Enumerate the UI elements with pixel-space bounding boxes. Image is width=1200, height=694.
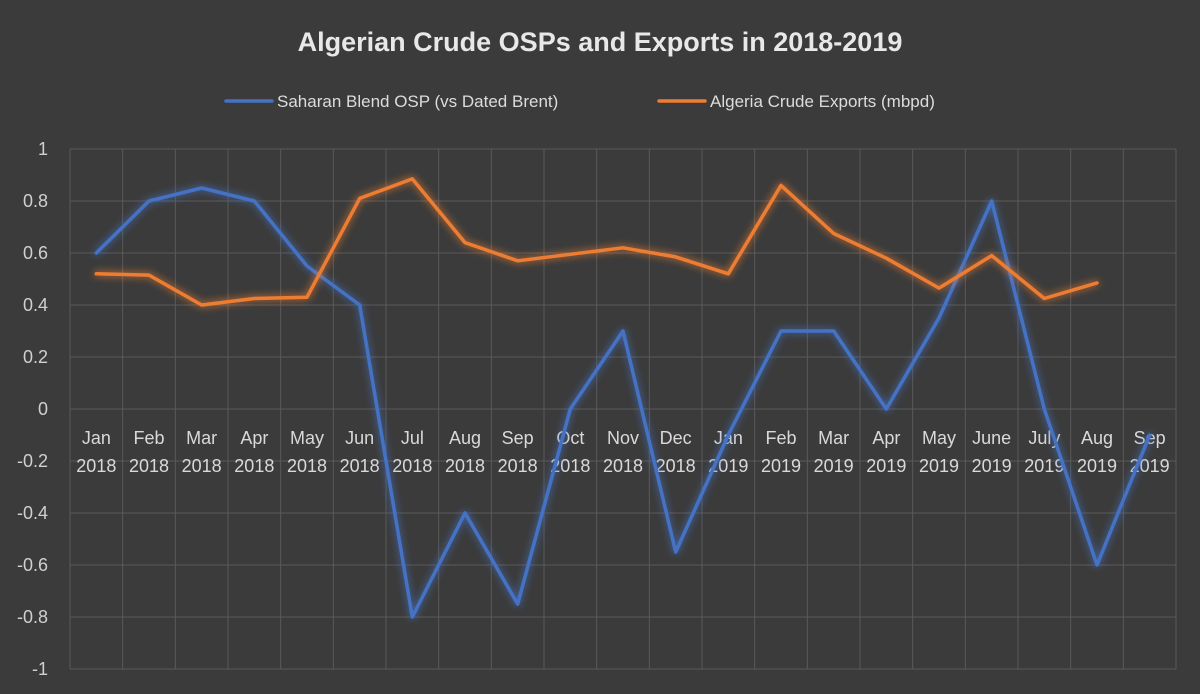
x-tick-label-year: 2018 — [340, 456, 380, 476]
x-tick-label-year: 2019 — [761, 456, 801, 476]
x-tick-label-year: 2018 — [550, 456, 590, 476]
x-tick-label-month: Feb — [133, 428, 164, 448]
x-tick-label-month: Nov — [607, 428, 639, 448]
y-tick-label: 0 — [38, 399, 48, 419]
legend: Saharan Blend OSP (vs Dated Brent) Algeri… — [224, 92, 935, 111]
x-tick-label-month: Aug — [449, 428, 481, 448]
x-tick-label-year: 2018 — [182, 456, 222, 476]
y-tick-label: 0.6 — [23, 243, 48, 263]
x-tick-label-year: 2018 — [498, 456, 538, 476]
x-tick-label-month: Feb — [765, 428, 796, 448]
x-tick-label-month: Jul — [401, 428, 424, 448]
y-tick-label: 0.4 — [23, 295, 48, 315]
x-tick-label-month: Aug — [1081, 428, 1113, 448]
x-tick-label-year: 2018 — [287, 456, 327, 476]
x-tick-label-year: 2018 — [234, 456, 274, 476]
x-tick-label-month: Jan — [82, 428, 111, 448]
x-tick-label-month: May — [922, 428, 956, 448]
chart-title: Algerian Crude OSPs and Exports in 2018-… — [298, 27, 903, 57]
y-tick-label: 0.2 — [23, 347, 48, 367]
x-tick-label-month: Mar — [186, 428, 217, 448]
x-tick-label-year: 2019 — [814, 456, 854, 476]
x-tick-label-year: 2019 — [866, 456, 906, 476]
y-tick-label: 1 — [38, 139, 48, 159]
series-layer — [94, 177, 1152, 619]
x-tick-label-month: Apr — [872, 428, 900, 448]
y-tick-label: 0.8 — [23, 191, 48, 211]
x-tick-label-year: 2019 — [972, 456, 1012, 476]
y-tick-label: -0.4 — [17, 503, 48, 523]
series-line-0 — [94, 186, 1152, 619]
x-tick-label-year: 2018 — [392, 456, 432, 476]
series-line-1 — [94, 177, 1099, 307]
y-tick-label: -0.8 — [17, 607, 48, 627]
x-tick-label-year: 2018 — [656, 456, 696, 476]
x-tick-label-month: Mar — [818, 428, 849, 448]
x-tick-label-month: Sep — [502, 428, 534, 448]
x-tick-label-year: 2018 — [76, 456, 116, 476]
gridlines — [69, 148, 1177, 670]
x-tick-label-month: Dec — [660, 428, 692, 448]
y-tick-label: -0.2 — [17, 451, 48, 471]
x-tick-label-month: Apr — [240, 428, 268, 448]
x-tick-label-year: 2019 — [1077, 456, 1117, 476]
x-tick-label-year: 2018 — [603, 456, 643, 476]
x-tick-label-month: May — [290, 428, 324, 448]
y-axis: 1 0.8 0.6 0.4 0.2 0 -0.2 -0.4 -0.6 -0.8 -1 — [17, 139, 48, 679]
x-tick-label-year: 2019 — [919, 456, 959, 476]
legend-label-1: Algeria Crude Exports (mbpd) — [710, 92, 935, 111]
y-tick-label: -1 — [32, 659, 48, 679]
x-tick-label-month: June — [972, 428, 1011, 448]
x-tick-label-year: 2019 — [1024, 456, 1064, 476]
x-tick-label-year: 2018 — [129, 456, 169, 476]
x-tick-label-month: Jun — [345, 428, 374, 448]
y-tick-label: -0.6 — [17, 555, 48, 575]
legend-label-0: Saharan Blend OSP (vs Dated Brent) — [277, 92, 558, 111]
x-tick-label-year: 2018 — [445, 456, 485, 476]
x-axis: Jan 2018 Feb 2018 Mar 2018 Apr 2018 May 2018 Jun 20… — [76, 428, 1169, 476]
